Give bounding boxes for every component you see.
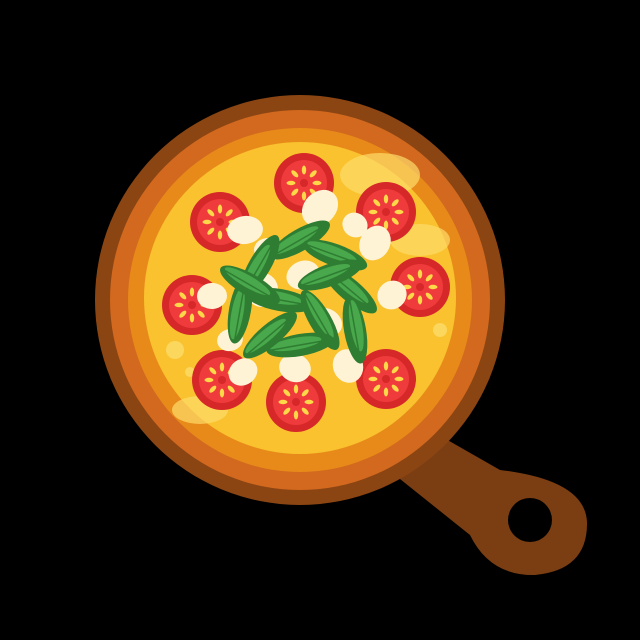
basil-leaf (297, 259, 363, 291)
basil-leaf (342, 296, 368, 364)
tomato-slice (390, 257, 450, 317)
cheese-bubble (433, 323, 447, 337)
mozzarella-piece (279, 353, 311, 383)
mozzarella-piece (342, 212, 368, 238)
pan-handle (395, 430, 588, 576)
basil-leaf (266, 332, 334, 358)
tomato-slice (356, 349, 416, 409)
mozzarella-piece (197, 282, 227, 310)
mozzarella-piece (359, 225, 391, 261)
basil-leaf (220, 265, 280, 305)
mozzarella-piece (228, 358, 258, 386)
tomato-slice (356, 182, 416, 242)
tomato-slice (266, 372, 326, 432)
cheese-bubble (166, 341, 184, 359)
mozzarella-piece (227, 215, 263, 245)
basil-leaves (220, 220, 377, 364)
mozzarella-piece (301, 189, 339, 227)
basil-leaf (270, 220, 330, 260)
mozzarella-piece (377, 280, 407, 310)
basil-leaf (243, 311, 297, 359)
cheese-bubble (185, 367, 195, 377)
tomato-slices (162, 153, 450, 432)
